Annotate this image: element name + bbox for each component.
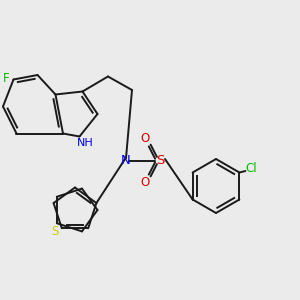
Text: O: O [140, 176, 149, 189]
Text: F: F [3, 72, 9, 85]
Text: N: N [121, 154, 131, 167]
Text: NH: NH [76, 138, 93, 148]
Text: S: S [52, 225, 59, 238]
Text: Cl: Cl [246, 161, 257, 175]
Text: O: O [140, 132, 149, 145]
Text: S: S [156, 154, 165, 167]
